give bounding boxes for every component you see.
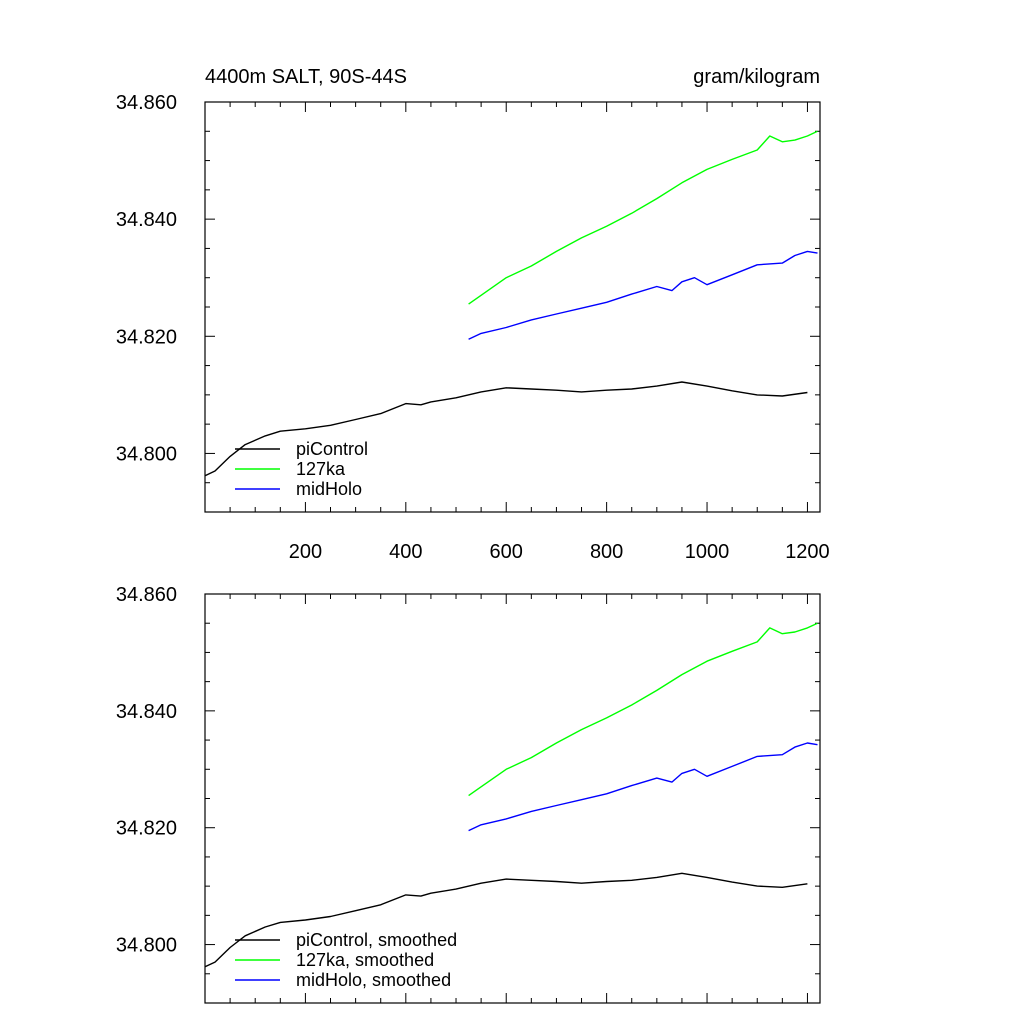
series-line-picontrol-smoothed: [204, 872, 808, 968]
x-tick-label: 1200: [785, 541, 830, 563]
y-tick-label: 34.840: [116, 701, 177, 723]
x-tick-label: 200: [289, 541, 322, 563]
x-tick-label: 600: [490, 541, 523, 563]
legend-label: 127ka: [296, 459, 346, 479]
chart-units-label: gram/kilogram: [693, 66, 820, 88]
legend-label: midHolo: [296, 479, 362, 499]
series-line-127ka: [468, 130, 818, 305]
y-tick-label: 34.860: [116, 584, 177, 606]
y-tick-label: 34.840: [116, 209, 177, 231]
x-tick-label: 800: [590, 541, 623, 563]
legend-label: piControl: [296, 439, 368, 459]
y-tick-label: 34.800: [116, 935, 177, 957]
series-line-midholo-smoothed: [468, 742, 818, 832]
y-tick-label: 34.800: [116, 443, 177, 465]
series-line-midholo: [468, 250, 818, 340]
bottom-panel: 34.800 34.820 34.840 34.860 piControl, smoot…: [116, 584, 821, 1004]
chart-title-left: 4400m SALT, 90S-44S: [205, 66, 407, 88]
top-panel: 4400m SALT, 90S-44S gram/kilogram 34.800…: [116, 66, 830, 563]
y-tick-label: 34.860: [116, 92, 177, 114]
legend-label: midHolo, smoothed: [296, 970, 451, 990]
y-tick-label: 34.820: [116, 818, 177, 840]
legend-label: piControl, smoothed: [296, 930, 457, 950]
x-tick-label: 400: [389, 541, 422, 563]
series-line-picontrol: [204, 381, 808, 477]
legend-label: 127ka, smoothed: [296, 950, 434, 970]
x-tick-label: 1000: [685, 541, 730, 563]
series-line-127ka-smoothed: [468, 622, 818, 797]
y-tick-label: 34.820: [116, 326, 177, 348]
